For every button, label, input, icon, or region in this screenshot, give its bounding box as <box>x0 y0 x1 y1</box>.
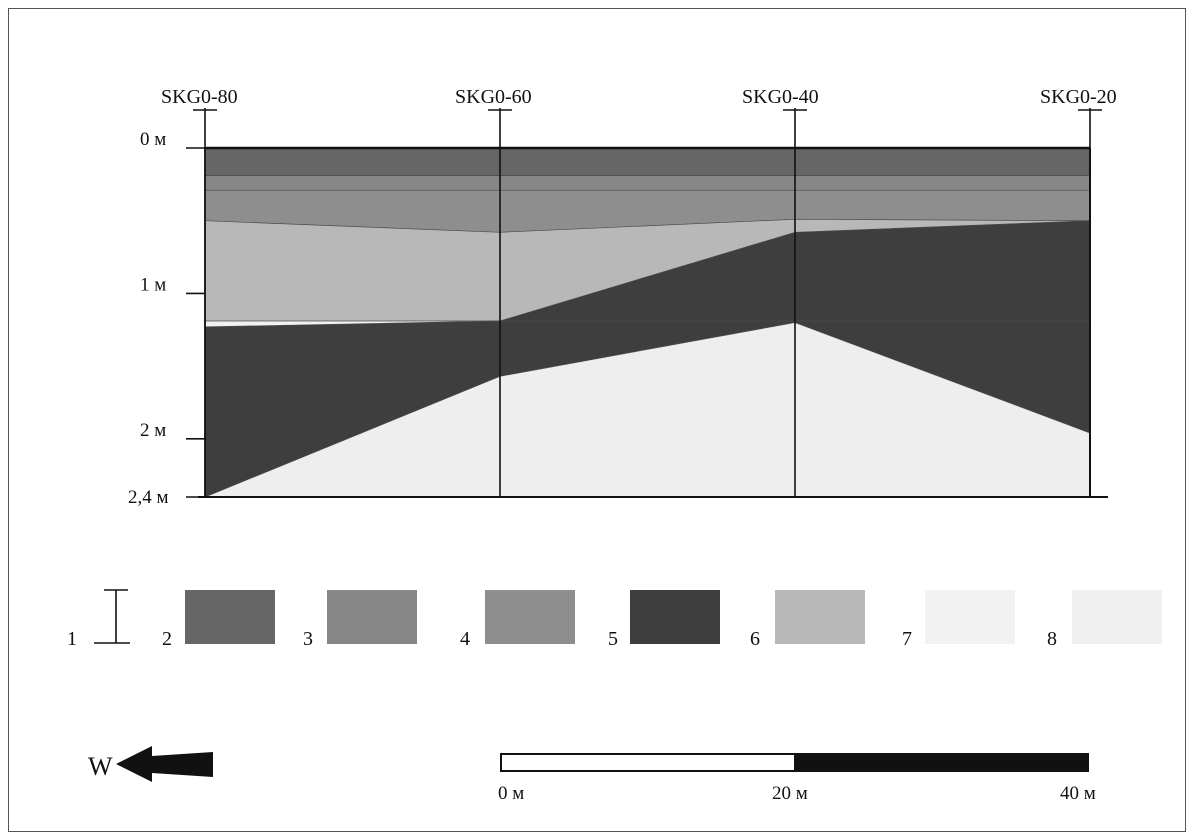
depth-label-1: 1 м <box>140 274 166 295</box>
layer-7-6 <box>205 322 1090 497</box>
legend-number-8: 8 <box>1047 628 1057 650</box>
west-arrow-icon <box>116 746 213 782</box>
legend-number-2: 2 <box>162 628 172 650</box>
layer-boundary-6 <box>204 322 1091 498</box>
direction-indicator: W <box>88 746 213 782</box>
legend-number-1: 1 <box>67 628 77 650</box>
legend-number-5: 5 <box>608 628 618 650</box>
legend-swatch-6 <box>775 590 865 644</box>
legend-number-7: 7 <box>902 628 912 650</box>
depth-label-3: 2,4 м <box>128 487 169 508</box>
layer-5-5 <box>205 220 1090 497</box>
layer-boundary-3 <box>204 218 1091 233</box>
stratigraphic-layers <box>204 148 1091 498</box>
depth-label-0: 0 м <box>140 129 166 150</box>
scale-bar: 0 м 20 м 40 м <box>498 753 1096 804</box>
scale-label-20: 20 м <box>772 783 808 804</box>
legend-swatch-2 <box>185 590 275 644</box>
legend-number-3: 3 <box>303 628 313 650</box>
legend-swatch-4 <box>485 590 575 644</box>
section-label-skg0-20: SKG0-20 <box>1040 86 1117 108</box>
depth-axis: 0 м 1 м 2 м 2,4 м <box>128 129 206 508</box>
legend-swatch-8 <box>1072 590 1162 644</box>
section-label-skg0-60: SKG0-60 <box>455 86 532 108</box>
layer-6-3 <box>205 219 1090 321</box>
scale-label-40: 40 м <box>1060 783 1096 804</box>
scale-bar-segment-1 <box>500 753 796 772</box>
scale-bar-segment-2 <box>794 753 1089 772</box>
legend-swatch-5 <box>630 590 720 644</box>
section-frame <box>198 146 1108 498</box>
scale-label-0: 0 м <box>498 783 524 804</box>
layer-boundary-5 <box>204 220 1091 328</box>
layer-3-1 <box>205 175 1090 191</box>
legend-swatch-3 <box>327 590 417 644</box>
legend-number-6: 6 <box>750 628 760 650</box>
legend: 1 2 3 4 5 6 7 8 <box>67 589 1162 650</box>
section-label-skg0-40: SKG0-40 <box>742 86 819 108</box>
legend-number-4: 4 <box>460 628 470 650</box>
layer-2-0 <box>205 148 1090 176</box>
section-label-skg0-80: SKG0-80 <box>161 86 238 108</box>
layer-4-2 <box>205 190 1090 233</box>
direction-label: W <box>88 752 113 781</box>
depth-label-2: 2 м <box>140 420 166 441</box>
legend-swatch-7 <box>925 590 1015 644</box>
